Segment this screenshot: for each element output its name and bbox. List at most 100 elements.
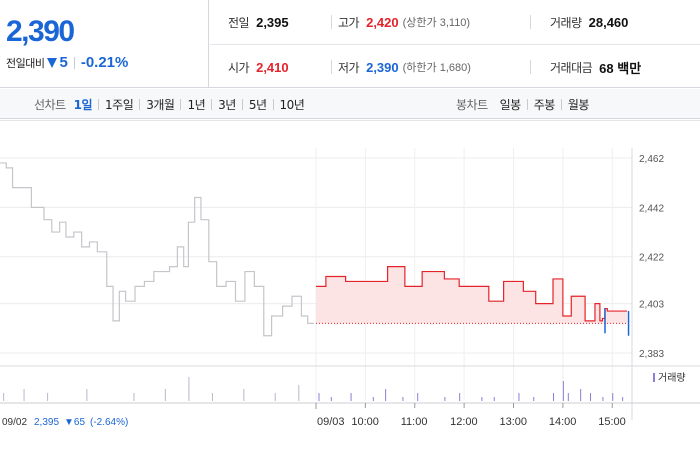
- volume-bar: [402, 397, 404, 401]
- change-amount: 5: [59, 54, 68, 71]
- volume-bar: [622, 397, 624, 401]
- lower-limit: (하한가 1,680): [402, 62, 471, 74]
- divider: [526, 98, 528, 110]
- volume-bar: [385, 389, 387, 401]
- volume-bar: [444, 397, 446, 401]
- open-value: 2,410: [256, 59, 289, 75]
- volume-bar: [562, 381, 564, 401]
- y-tick-label: 2,422: [639, 253, 664, 264]
- volume-legend-swatch: [653, 373, 655, 382]
- low-cell: 저가 2,390 (하한가 1,680): [338, 45, 471, 89]
- prev-day-change-pct: (-2.64%): [90, 417, 128, 428]
- tab-1week[interactable]: 1주일: [105, 97, 134, 112]
- today-area-fill: [316, 266, 628, 324]
- triangle-down-icon: [47, 57, 58, 68]
- change-row: 전일대비 5 -0.21%: [6, 54, 128, 71]
- volume-bar: [493, 397, 495, 401]
- volume-bar: [211, 393, 213, 401]
- trade-amount-value: 68 백만: [599, 60, 642, 76]
- y-tick-label: 2,442: [639, 203, 664, 214]
- volume-bar: [590, 393, 592, 401]
- tab-10years[interactable]: 10년: [279, 97, 305, 112]
- volume-bar: [518, 393, 520, 401]
- volume-bar: [23, 389, 25, 401]
- upper-limit: (상한가 3,110): [402, 17, 471, 29]
- tab-1day[interactable]: 1일: [73, 97, 93, 112]
- volume-legend-label: 거래량: [658, 372, 686, 384]
- tab-3years[interactable]: 3년: [218, 97, 236, 112]
- candle-chart-tabs: 봉차트 일봉 주봉 월봉: [456, 89, 589, 119]
- x-tick-label: 10:00: [351, 416, 379, 428]
- row-divider: [210, 44, 700, 45]
- trade-amount-label: 거래대금: [550, 60, 593, 75]
- y-tick-label: 2,403: [639, 300, 664, 311]
- volume-bar: [612, 393, 614, 401]
- x-tick-label: 12:00: [450, 416, 478, 428]
- divider: [331, 15, 332, 29]
- low-value: 2,390: [366, 59, 399, 75]
- x-tick-label: 09/03: [317, 416, 345, 428]
- divider: [530, 60, 531, 74]
- volume-bar: [602, 397, 604, 401]
- current-price-box: 2,390 전일대비 5 -0.21%: [0, 0, 209, 88]
- today-price-line: [316, 266, 628, 322]
- prev-day-close: 2,395: [34, 417, 59, 428]
- volume-cell: 거래량 28,460: [550, 0, 628, 44]
- volume-bar: [86, 389, 88, 401]
- prev-day-date: 09/02: [2, 417, 27, 428]
- prev-day-price-line: [0, 162, 314, 337]
- price-chart-svg: 2,462 2,442 2,422 2,403 2,383 거래량 09/03 10:00 11…: [0, 120, 700, 428]
- high-value: 2,420: [366, 14, 399, 30]
- volume-bar: [481, 397, 483, 401]
- low-label: 저가: [338, 60, 360, 75]
- divider: [73, 56, 75, 69]
- divider: [560, 98, 562, 110]
- divider: [98, 98, 100, 110]
- tab-5years[interactable]: 5년: [248, 97, 267, 112]
- x-tick-label: 11:00: [401, 416, 428, 428]
- high-label: 고가: [338, 15, 360, 30]
- volume-bar: [330, 397, 332, 401]
- tab-1year[interactable]: 1년: [187, 97, 206, 112]
- volume-bar: [298, 385, 300, 401]
- volume-bar: [350, 393, 352, 401]
- prev-close-cell: 전일 2,395: [228, 0, 289, 44]
- divider: [139, 98, 141, 110]
- open-label: 시가: [228, 60, 250, 75]
- divider: [530, 15, 531, 29]
- tab-monthly-candle[interactable]: 월봉: [567, 97, 590, 112]
- divider: [241, 98, 243, 110]
- tab-weekly-candle[interactable]: 주봉: [533, 97, 556, 112]
- intraday-chart: 2,462 2,442 2,422 2,403 2,383 거래량 09/03 10:00 11…: [0, 120, 700, 450]
- line-chart-label: 선차트: [34, 97, 66, 112]
- tab-daily-candle[interactable]: 일봉: [499, 97, 522, 112]
- divider: [211, 98, 213, 110]
- volume-bar: [533, 397, 535, 401]
- y-tick-label: 2,462: [639, 154, 664, 165]
- line-chart-tabs: 선차트 1일 1주일 3개월 1년 3년 5년 10년: [34, 89, 305, 119]
- volume-bar: [553, 393, 554, 401]
- volume-bar: [47, 393, 49, 401]
- volume-bar: [417, 393, 419, 401]
- prev-close-label: 전일: [228, 15, 250, 30]
- current-price: 2,390: [6, 15, 75, 48]
- chart-period-tabbar: 선차트 1일 1주일 3개월 1년 3년 5년 10년 봉차트 일봉 주봉 월봉: [0, 89, 700, 119]
- volume-bar: [3, 393, 5, 401]
- change-percent: -0.21%: [80, 54, 129, 71]
- y-tick-label: 2,383: [639, 349, 664, 360]
- prev-close-value: 2,395: [256, 14, 289, 30]
- volume-value: 28,460: [588, 14, 629, 30]
- volume-bar: [274, 393, 276, 401]
- volume-bar: [318, 393, 320, 401]
- volume-bar: [164, 389, 166, 401]
- volume-bar: [188, 377, 190, 401]
- volume-bar: [459, 393, 461, 401]
- tab-3months[interactable]: 3개월: [146, 97, 175, 112]
- trade-amount-cell: 거래대금 68 백만: [550, 45, 641, 89]
- x-tick-label: 15:00: [598, 416, 626, 428]
- high-cell: 고가 2,420 (상한가 3,110): [338, 0, 470, 44]
- divider: [272, 98, 274, 110]
- volume-label: 거래량: [550, 15, 582, 30]
- prev-day-change: ▼65: [64, 417, 85, 428]
- candle-chart-label: 봉차트: [456, 97, 488, 112]
